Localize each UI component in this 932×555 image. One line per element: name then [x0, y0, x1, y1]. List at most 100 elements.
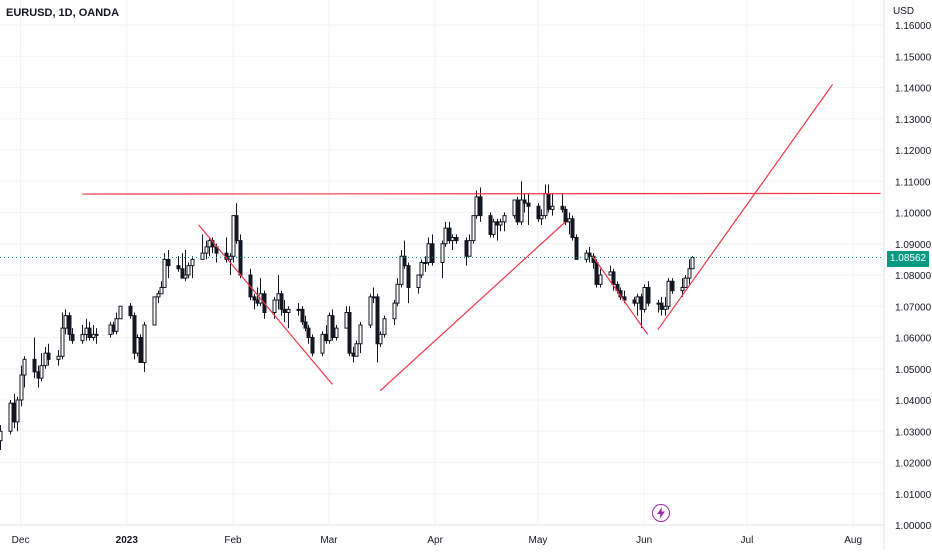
candle-body — [454, 237, 459, 242]
candle-body — [594, 262, 599, 285]
candle — [680, 278, 685, 297]
candle-body — [204, 246, 209, 254]
trend-line[interactable] — [592, 255, 649, 335]
candle-body — [200, 252, 205, 260]
price-tick-label: 1.08000 — [895, 271, 932, 282]
candle — [690, 256, 695, 270]
candle — [426, 237, 431, 266]
candle — [683, 275, 688, 288]
candle — [447, 221, 452, 244]
candle — [306, 325, 311, 344]
candle — [474, 190, 479, 219]
candle-body — [526, 202, 531, 207]
candle — [87, 321, 92, 341]
candle-body — [467, 240, 472, 257]
candle — [176, 256, 181, 272]
candle-body — [666, 280, 671, 307]
candle — [200, 234, 205, 260]
candle — [252, 293, 257, 310]
candle — [395, 278, 400, 307]
candle — [190, 256, 195, 279]
candle-body — [118, 305, 123, 320]
candle — [450, 234, 455, 250]
candle — [536, 203, 541, 222]
price-tick-label: 1.06000 — [895, 334, 932, 345]
lightning-icon[interactable] — [652, 504, 670, 522]
last-price-label: 1.08562 — [887, 251, 929, 267]
candle-body — [152, 296, 157, 326]
candle-body — [382, 318, 387, 335]
candle-body — [598, 274, 603, 285]
time-tick-label: Feb — [224, 535, 242, 546]
time-tick-label: May — [528, 535, 547, 546]
candle — [560, 193, 565, 213]
time-tick-label: Jul — [741, 535, 754, 546]
candle-body — [67, 315, 72, 335]
candle — [152, 296, 157, 326]
candle-body — [186, 265, 191, 276]
candle — [8, 400, 13, 435]
candle-body — [132, 315, 137, 354]
candle — [132, 312, 137, 360]
time-tick-label: Dec — [12, 535, 30, 546]
candle — [467, 234, 472, 257]
candle — [46, 343, 51, 366]
candle — [471, 215, 476, 244]
trend-line[interactable] — [657, 84, 834, 331]
candle — [39, 353, 44, 382]
candle-body — [190, 258, 195, 267]
candle — [378, 331, 383, 347]
candle — [286, 306, 291, 329]
candle-body — [159, 287, 164, 295]
candle — [440, 240, 445, 279]
candle-body — [491, 221, 496, 235]
candle — [159, 281, 164, 295]
trend-line[interactable] — [379, 221, 566, 392]
candle — [515, 196, 520, 225]
candle-body — [680, 287, 685, 292]
candle-body — [659, 302, 664, 310]
candle — [687, 259, 692, 285]
candle-body — [587, 252, 592, 257]
candle-body — [320, 333, 325, 354]
trend-line[interactable] — [198, 224, 333, 385]
candle — [60, 312, 65, 360]
candle — [663, 296, 668, 316]
price-tick-label: 1.16000 — [895, 21, 932, 32]
candle — [402, 240, 407, 269]
candle-body — [358, 324, 363, 345]
candle — [519, 181, 524, 225]
candle — [563, 206, 568, 225]
candle-body — [574, 237, 579, 260]
candle-body — [306, 327, 311, 338]
candle-body — [402, 255, 407, 267]
candle — [310, 334, 315, 357]
candle — [635, 293, 640, 316]
candle — [128, 303, 133, 319]
candle-body — [63, 315, 68, 329]
candle-body — [39, 365, 44, 379]
candle — [118, 305, 123, 320]
candle-body — [539, 215, 544, 220]
price-tick-label: 1.14000 — [895, 84, 932, 95]
candle-body — [419, 262, 424, 276]
candle — [430, 234, 435, 266]
candle-body — [635, 296, 640, 304]
candle — [598, 268, 603, 288]
candle — [570, 215, 575, 241]
candle — [19, 365, 24, 407]
candle-body — [354, 343, 359, 357]
candle — [406, 262, 411, 304]
price-tick-label: 1.11000 — [895, 177, 931, 188]
candle — [368, 293, 373, 329]
candle-body — [378, 333, 383, 345]
candle — [166, 250, 171, 279]
candle-body — [60, 327, 65, 357]
candle — [443, 221, 448, 247]
time-tick-label: Apr — [427, 535, 443, 546]
price-tick-label: 1.01000 — [895, 490, 932, 501]
trend-line[interactable] — [82, 192, 881, 195]
price-tick-label: 1.05000 — [895, 365, 932, 376]
